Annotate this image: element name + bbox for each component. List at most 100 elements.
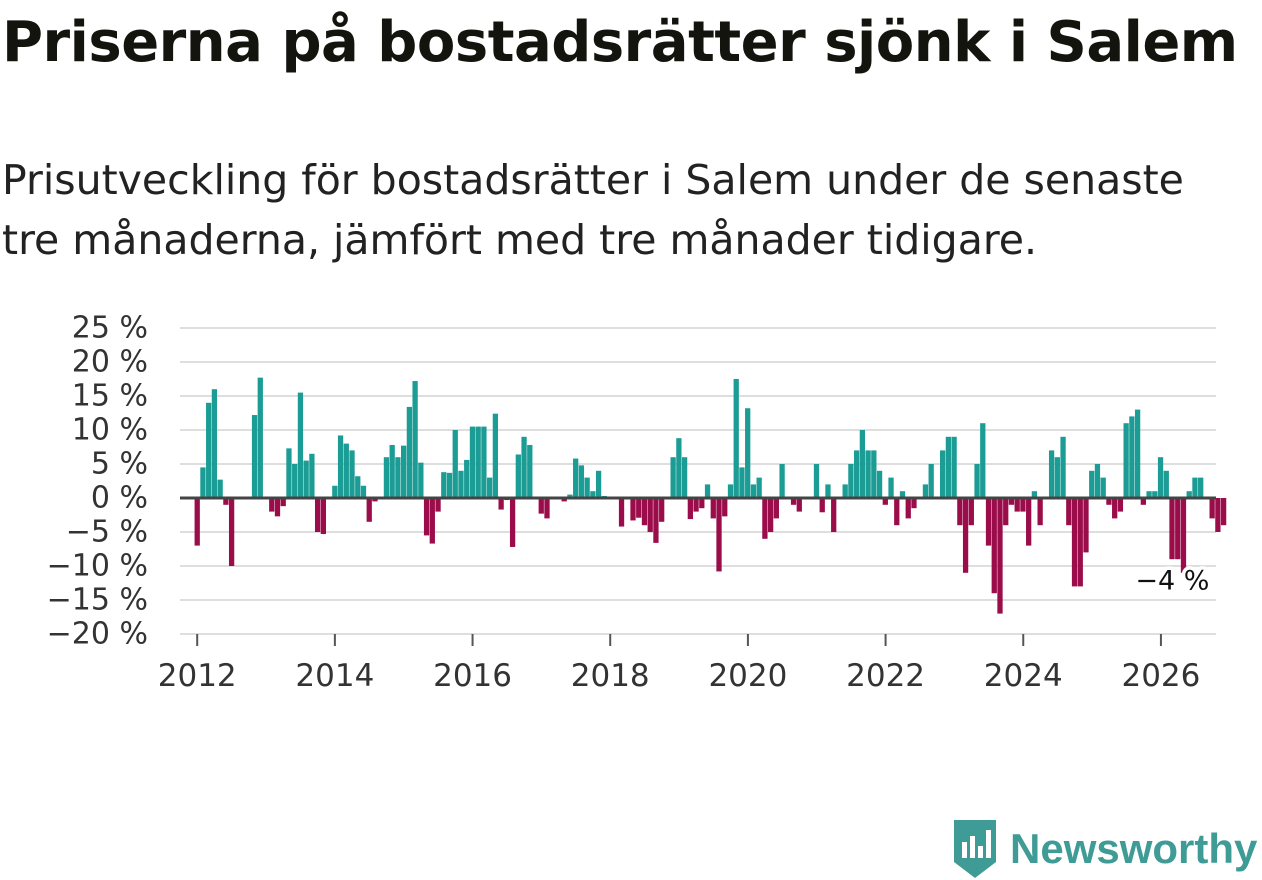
bar-negative xyxy=(314,498,321,532)
x-tick-label: 2018 xyxy=(571,658,650,694)
bar-positive xyxy=(1157,457,1164,498)
bar-negative xyxy=(280,498,286,507)
bar-positive xyxy=(481,426,487,498)
bar-negative xyxy=(1071,498,1078,587)
bar-positive xyxy=(813,464,820,498)
bar-negative xyxy=(1077,498,1083,587)
x-tick-label: 2026 xyxy=(1121,658,1200,694)
x-tick-label: 2022 xyxy=(846,658,925,694)
bar-positive xyxy=(412,381,418,498)
bar-negative xyxy=(722,498,728,517)
bar-positive xyxy=(681,457,688,498)
bar-negative xyxy=(538,498,544,514)
bar-positive xyxy=(1048,450,1055,498)
bar-negative xyxy=(1169,498,1175,560)
bar-negative xyxy=(773,498,779,519)
bar-positive xyxy=(251,415,258,498)
bar-positive xyxy=(739,467,745,498)
bar-positive xyxy=(1134,409,1141,498)
bar-positive xyxy=(1094,464,1101,498)
newsworthy-logo-icon xyxy=(954,820,996,878)
bar-positive xyxy=(567,494,573,498)
bar-positive xyxy=(389,444,395,498)
bar-positive xyxy=(349,450,355,498)
bar-positive xyxy=(343,443,349,498)
bar-negative xyxy=(991,498,997,594)
bar-negative xyxy=(1037,498,1043,526)
bar-negative xyxy=(997,498,1003,614)
x-tick-label: 2024 xyxy=(984,658,1063,694)
bar-positive xyxy=(527,444,533,498)
bar-negative xyxy=(1066,498,1072,526)
chart-title: Priserna på bostadsrätter sjönk i Salem xyxy=(2,10,1238,75)
x-tick-label: 2014 xyxy=(295,658,374,694)
bar-negative xyxy=(435,498,441,512)
bar-positive xyxy=(670,457,676,498)
y-tick-label: 20 % xyxy=(72,345,148,380)
brand-logo[interactable]: Newsworthy xyxy=(950,818,1257,880)
bar-negative xyxy=(1209,498,1215,519)
bar-positive xyxy=(395,457,401,498)
bar-negative xyxy=(561,498,567,502)
bar-negative xyxy=(194,498,200,546)
bar-negative xyxy=(905,498,911,519)
bar-positive xyxy=(1060,436,1066,498)
bar-negative xyxy=(1215,498,1221,532)
bar-positive xyxy=(309,453,315,498)
bar-negative xyxy=(228,498,235,566)
bar-positive xyxy=(452,430,458,498)
bar-negative xyxy=(647,498,653,532)
bar-positive xyxy=(1129,416,1135,498)
bar-positive xyxy=(1186,491,1192,498)
bar-negative xyxy=(1175,498,1181,560)
bar-negative xyxy=(710,498,716,519)
bar-negative xyxy=(894,498,900,526)
bar-positive xyxy=(1163,470,1169,498)
bar-negative xyxy=(1003,498,1009,526)
bar-positive xyxy=(974,464,980,498)
bar-negative xyxy=(372,498,378,502)
bar-positive xyxy=(888,477,894,498)
bar-negative xyxy=(498,498,504,510)
bar-positive xyxy=(779,464,785,498)
bar-positive xyxy=(292,464,298,498)
bar-positive xyxy=(848,464,854,498)
bar-negative xyxy=(653,498,659,543)
bar-negative xyxy=(429,498,435,544)
bar-positive xyxy=(573,458,579,498)
y-tick-label: −20 % xyxy=(47,617,148,652)
bar-positive xyxy=(590,491,596,498)
bar-positive xyxy=(704,484,711,498)
y-tick-label: 0 % xyxy=(91,481,148,516)
bar-negative xyxy=(762,498,768,539)
y-tick-label: 25 % xyxy=(72,311,148,346)
bar-positive xyxy=(928,464,934,498)
bar-positive xyxy=(332,485,338,498)
bar-negative xyxy=(509,498,516,547)
bar-positive xyxy=(458,470,464,498)
bar-positive xyxy=(200,467,206,498)
bar-positive xyxy=(469,426,476,498)
bar-positive xyxy=(1152,491,1158,498)
bar-negative xyxy=(796,498,802,512)
bar-negative xyxy=(716,498,722,572)
bar-negative xyxy=(544,498,550,519)
bar-positive xyxy=(876,470,883,498)
bar-negative xyxy=(882,498,888,505)
bar-negative xyxy=(699,498,705,509)
bar-positive xyxy=(842,484,848,498)
bar-positive xyxy=(418,462,424,498)
bar-positive xyxy=(727,484,734,498)
bar-negative xyxy=(423,498,430,536)
bar-positive xyxy=(217,479,223,498)
bar-positive xyxy=(676,438,682,498)
bar-negative xyxy=(1117,498,1124,512)
bar-negative xyxy=(1140,498,1146,505)
bar-positive xyxy=(922,484,929,498)
bar-positive xyxy=(1031,491,1038,498)
bar-positive xyxy=(1054,457,1060,498)
bar-negative xyxy=(962,498,969,573)
bar-negative xyxy=(636,498,642,518)
bar-positive xyxy=(1089,470,1095,498)
bar-positive xyxy=(578,465,585,498)
